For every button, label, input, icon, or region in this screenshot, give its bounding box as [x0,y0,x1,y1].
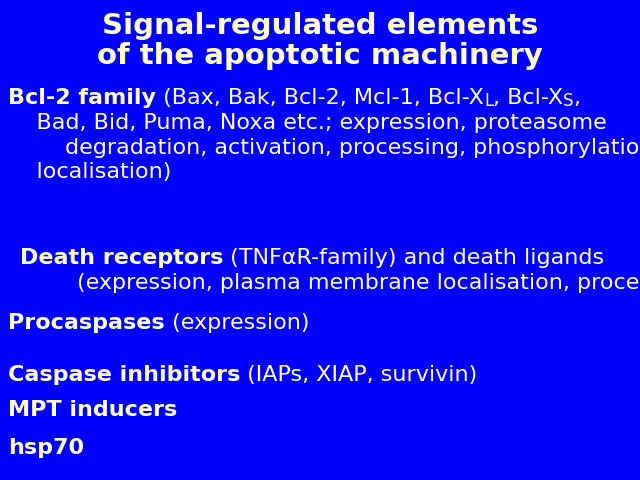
Text: degradation, activation, processing, phosphorylation,: degradation, activation, processing, pho… [8,138,640,157]
Text: localisation): localisation) [8,162,172,182]
Text: ,: , [573,88,580,108]
Text: L: L [484,92,493,110]
Text: MPT inducers: MPT inducers [8,400,177,420]
Text: Bcl-2 family: Bcl-2 family [8,88,156,108]
Text: hsp70: hsp70 [8,438,84,458]
Text: Caspase inhibitors: Caspase inhibitors [8,365,241,385]
Text: of the apoptotic machinery: of the apoptotic machinery [97,42,543,70]
Text: Procaspases: Procaspases [8,313,164,333]
Text: S: S [563,92,573,110]
Text: Death receptors: Death receptors [20,248,223,268]
Text: (expression): (expression) [164,313,309,333]
Text: (TNFαR-family) and death ligands: (TNFαR-family) and death ligands [223,248,605,268]
Text: , Bcl-X: , Bcl-X [493,88,563,108]
Text: (IAPs, XIAP, survivin): (IAPs, XIAP, survivin) [241,365,477,385]
Text: (expression, plasma membrane localisation, processing): (expression, plasma membrane localisatio… [20,273,640,293]
Text: Bad, Bid, Puma, Noxa etc.; expression, proteasome: Bad, Bid, Puma, Noxa etc.; expression, p… [8,113,607,133]
Text: Signal-regulated elements: Signal-regulated elements [102,12,538,40]
Text: (Bax, Bak, Bcl-2, Mcl-1, Bcl-X: (Bax, Bak, Bcl-2, Mcl-1, Bcl-X [156,88,484,108]
